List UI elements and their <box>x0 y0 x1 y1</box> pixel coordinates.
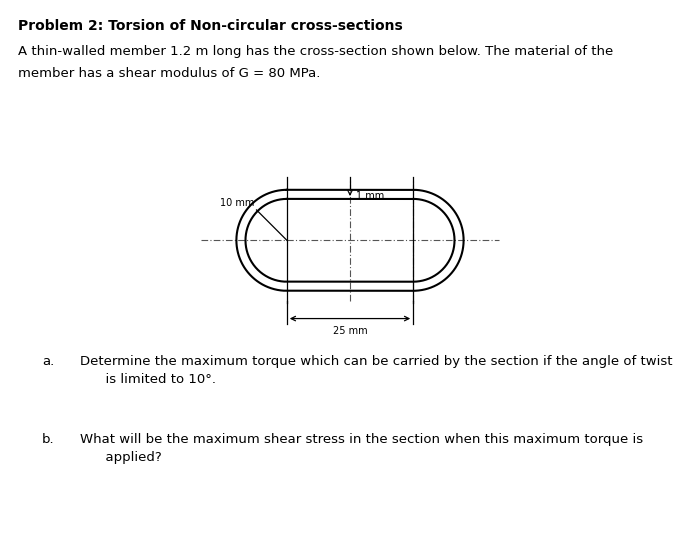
Text: 1 mm: 1 mm <box>356 191 384 201</box>
Text: Determine the maximum torque which can be carried by the section if the angle of: Determine the maximum torque which can b… <box>80 355 673 386</box>
Text: 25 mm: 25 mm <box>332 326 368 336</box>
Text: a.: a. <box>42 355 55 368</box>
Polygon shape <box>237 190 463 291</box>
Text: A thin-walled member 1.2 m long has the cross-section shown below. The material : A thin-walled member 1.2 m long has the … <box>18 45 612 58</box>
Text: b.: b. <box>42 433 55 445</box>
Text: What will be the maximum shear stress in the section when this maximum torque is: What will be the maximum shear stress in… <box>80 433 643 464</box>
Polygon shape <box>246 199 454 282</box>
Text: member has a shear modulus of G = 80 MPa.: member has a shear modulus of G = 80 MPa… <box>18 67 320 80</box>
Text: Problem 2: Torsion of Non-circular cross-sections: Problem 2: Torsion of Non-circular cross… <box>18 19 402 33</box>
Text: 10 mm: 10 mm <box>220 199 254 208</box>
